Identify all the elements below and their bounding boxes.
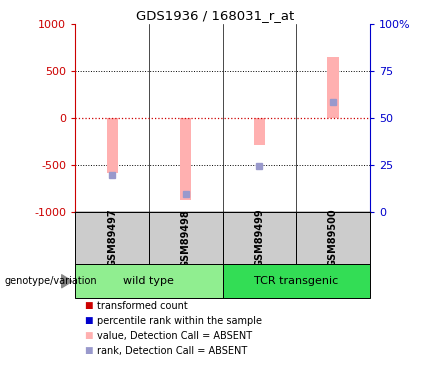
Text: transformed count: transformed count — [97, 301, 187, 310]
Text: ■: ■ — [84, 316, 92, 325]
Text: ■: ■ — [84, 331, 92, 340]
Text: GSM89497: GSM89497 — [107, 209, 117, 267]
Text: GSM89499: GSM89499 — [254, 209, 264, 267]
Bar — [75, 212, 149, 264]
Bar — [328, 57, 338, 118]
Bar — [223, 212, 296, 264]
Text: GSM89498: GSM89498 — [181, 209, 191, 267]
Text: rank, Detection Call = ABSENT: rank, Detection Call = ABSENT — [97, 346, 247, 355]
Bar — [254, 118, 265, 146]
Text: GDS1936 / 168031_r_at: GDS1936 / 168031_r_at — [136, 9, 294, 22]
Text: percentile rank within the sample: percentile rank within the sample — [97, 316, 262, 326]
Bar — [107, 118, 117, 172]
Bar — [223, 264, 370, 298]
Text: ■: ■ — [84, 346, 92, 355]
Text: ■: ■ — [84, 301, 92, 310]
Bar — [296, 212, 370, 264]
Bar — [149, 212, 223, 264]
Text: genotype/variation: genotype/variation — [4, 276, 97, 286]
Text: GSM89500: GSM89500 — [328, 209, 338, 267]
Bar — [180, 118, 191, 200]
Text: value, Detection Call = ABSENT: value, Detection Call = ABSENT — [97, 331, 252, 340]
Text: TCR transgenic: TCR transgenic — [254, 276, 338, 286]
Bar — [75, 264, 223, 298]
Polygon shape — [61, 274, 72, 288]
Text: wild type: wild type — [123, 276, 174, 286]
